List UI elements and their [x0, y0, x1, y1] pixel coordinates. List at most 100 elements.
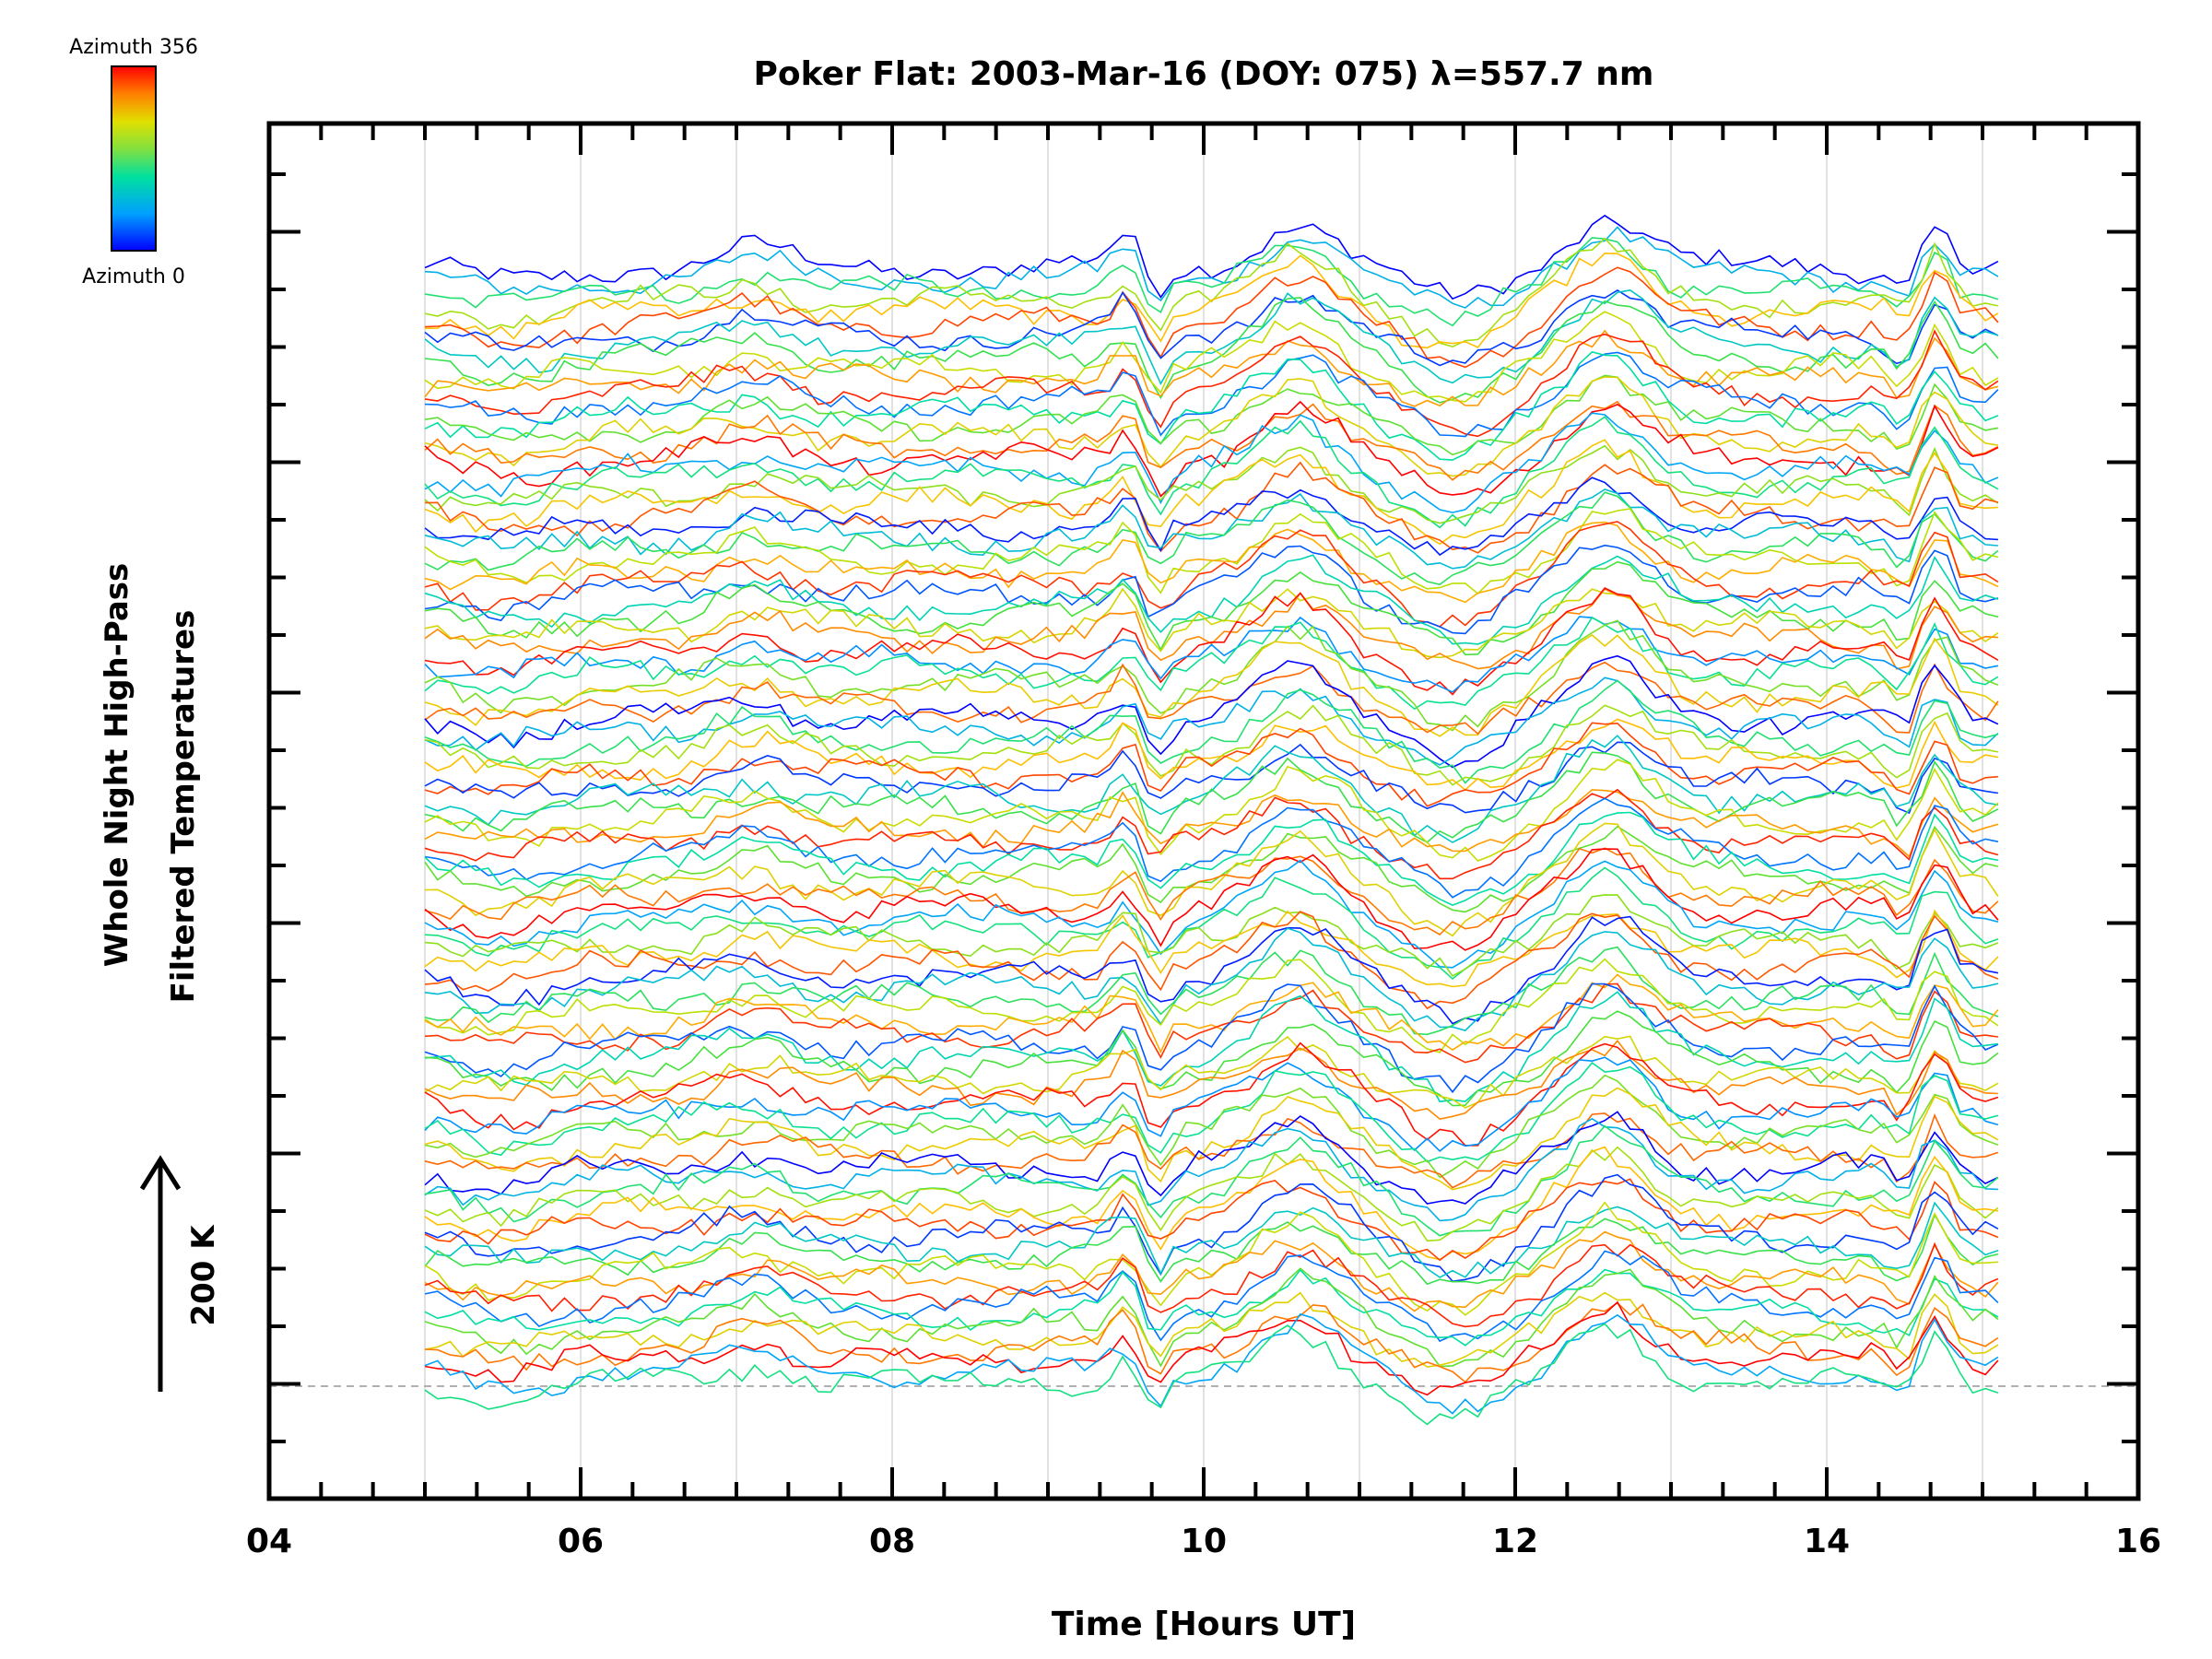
x-tick-label: 08	[869, 1523, 915, 1560]
trace-line	[424, 329, 1999, 407]
trace-line	[424, 544, 1999, 635]
trace-line	[424, 587, 1999, 659]
trace-line	[424, 982, 1999, 1064]
trace-line	[424, 1040, 1998, 1120]
x-tick-label: 04	[246, 1523, 292, 1560]
trace-line	[424, 847, 1999, 935]
trace-line	[424, 654, 1999, 769]
trace-line	[424, 237, 1999, 348]
trace-line	[424, 616, 1999, 711]
trace-line	[424, 619, 1999, 732]
trace-line	[424, 1173, 1999, 1283]
trace-line	[424, 587, 1998, 670]
trace-line	[424, 488, 1998, 570]
trace-line	[424, 789, 1999, 858]
trace-line	[424, 859, 1999, 969]
trace-line	[424, 1146, 1999, 1242]
trace-line	[424, 1230, 1999, 1312]
trace-line	[424, 1124, 1999, 1237]
x-tick-label: 12	[1492, 1523, 1538, 1560]
trace-line	[424, 351, 1999, 438]
trace-line	[424, 288, 1999, 367]
trace-line	[424, 1267, 1999, 1368]
trace-line	[424, 311, 1999, 403]
trace-line	[424, 1117, 1998, 1222]
trace-line	[424, 351, 1999, 461]
trace-line	[424, 946, 1999, 1036]
trace-line	[424, 444, 1999, 524]
colorbar-bottom-label: Azimuth 0	[82, 265, 185, 288]
temperature-traces	[424, 214, 1999, 1426]
x-tick-label: 14	[1804, 1523, 1850, 1560]
trace-line	[424, 973, 1999, 1054]
trace-line	[424, 1323, 1999, 1426]
trace-line	[424, 751, 1999, 843]
trace-line	[424, 226, 1999, 309]
trace-line	[424, 866, 1999, 981]
trace-line	[424, 252, 1999, 349]
trace-line	[424, 1035, 1999, 1109]
trace-line	[424, 521, 1999, 628]
trace-line	[424, 1250, 1999, 1343]
trace-line	[424, 616, 1999, 693]
trace-line	[424, 1291, 1999, 1368]
trace-line	[424, 1111, 1999, 1205]
y-axis-label-line1: Whole Night High-Pass	[99, 563, 135, 968]
trace-line	[424, 797, 1999, 899]
trace-line	[424, 735, 1999, 843]
y-axis-label-line2: Filtered Temperatures	[165, 610, 202, 1004]
trace-line	[424, 704, 1999, 786]
trace-line	[424, 982, 1999, 1094]
trace-line	[424, 1041, 1999, 1147]
scale-bar-label: 200 K	[185, 1224, 222, 1326]
trace-line	[424, 587, 1999, 696]
trace-line	[424, 237, 1999, 327]
x-tick-label: 06	[558, 1523, 604, 1560]
trace-line	[424, 266, 1999, 369]
trace-line	[424, 909, 1999, 988]
trace-line	[424, 1213, 1999, 1286]
trace-line	[424, 1146, 1999, 1261]
trace-line	[424, 822, 1999, 937]
colorbar	[111, 65, 157, 252]
trace-line	[424, 1087, 1999, 1191]
trace-line	[424, 958, 1999, 1053]
trace-line	[424, 1062, 1999, 1163]
colorbar-top-label: Azimuth 356	[69, 36, 198, 59]
trace-line	[424, 1112, 1999, 1189]
trace-line	[424, 811, 1999, 906]
trace-line	[424, 560, 1999, 656]
trace-line	[424, 1312, 1999, 1415]
trace-line	[424, 1056, 1999, 1152]
trace-line	[424, 848, 1999, 951]
trace-line	[424, 634, 1999, 737]
trace-line	[424, 1241, 1999, 1328]
x-tick-label: 10	[1181, 1523, 1227, 1560]
trace-line	[424, 288, 1999, 386]
trace-line	[424, 927, 1999, 1031]
trace-line	[424, 661, 1999, 735]
trace-line	[424, 718, 1999, 792]
trace-line	[424, 376, 1999, 477]
trace-line	[424, 1178, 1999, 1262]
trace-line	[424, 825, 1999, 913]
trace-line	[424, 1301, 1999, 1383]
chart-title: Poker Flat: 2003-Mar-16 (DOY: 075) λ=557…	[754, 55, 1654, 93]
trace-line	[424, 477, 1998, 557]
trace-line	[424, 1074, 1999, 1179]
trace-line	[424, 677, 1999, 766]
trace-line	[424, 461, 1999, 554]
trace-line	[424, 297, 1999, 404]
trace-line	[424, 329, 1999, 438]
trace-line	[424, 788, 1999, 880]
x-axis-label: Time [Hours UT]	[1052, 1606, 1356, 1643]
trace-line	[424, 1201, 1998, 1316]
trace-line	[424, 991, 1998, 1103]
trace-line	[424, 400, 1999, 498]
trace-line	[424, 1201, 1999, 1278]
trace-line	[424, 412, 1999, 513]
trace-line	[424, 1268, 1999, 1347]
trace-line	[424, 439, 1998, 546]
trace-line	[424, 1010, 1999, 1107]
